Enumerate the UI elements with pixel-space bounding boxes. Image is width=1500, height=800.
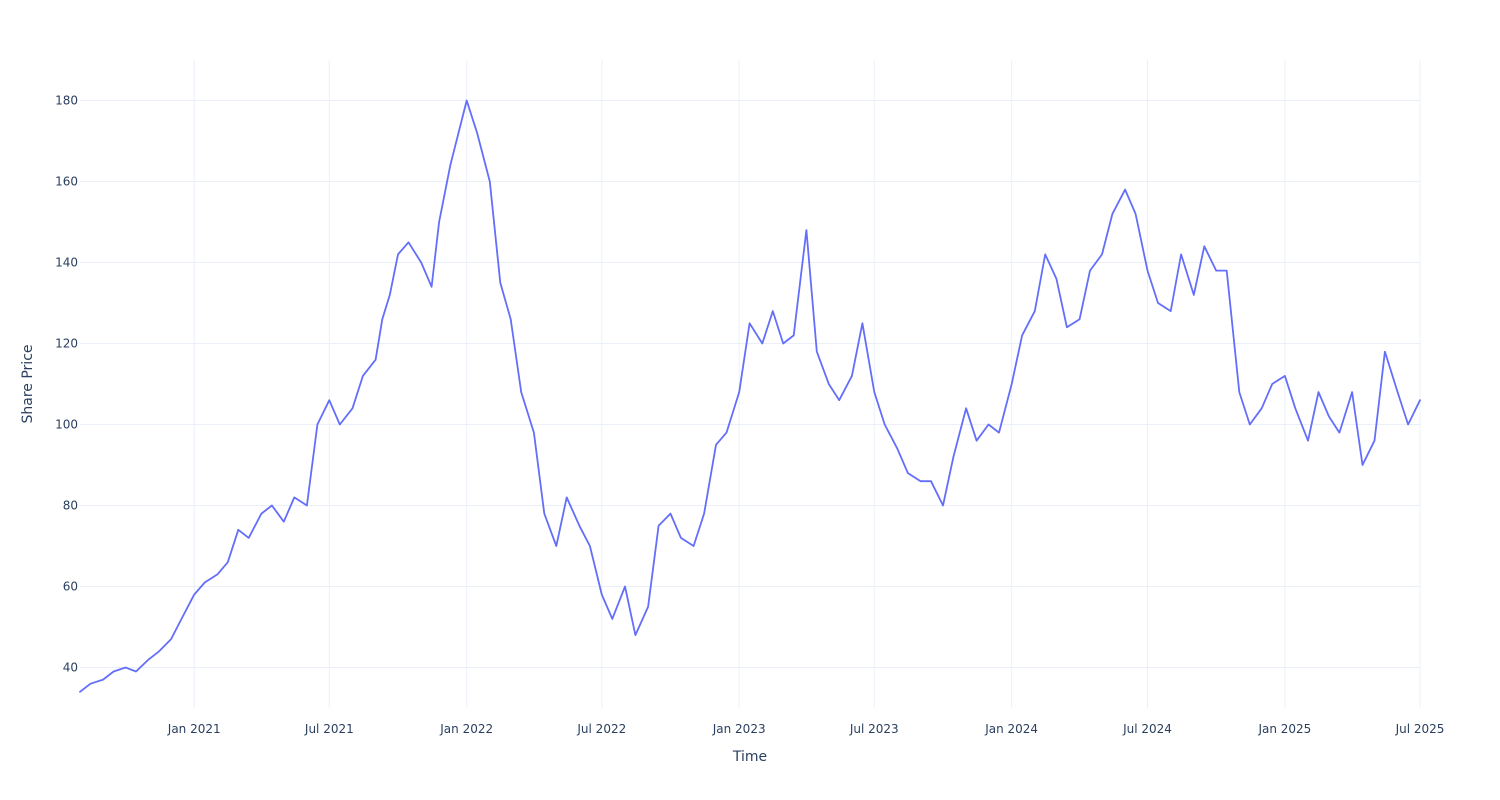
y-tick-label: 100	[55, 418, 78, 432]
tick-labels: 40 60 80 100 120 140 160 180 Jan 2021 Jul 2021 Jan…	[55, 94, 1444, 737]
y-tick-label: 160	[55, 175, 78, 189]
grid	[80, 60, 1421, 708]
x-axis-title: Time	[732, 749, 767, 765]
x-tick-label: Jan 2024	[984, 722, 1038, 736]
y-tick-label: 120	[55, 337, 78, 351]
y-tick-label: 40	[63, 661, 78, 675]
x-tick-label: Jan 2025	[1257, 722, 1311, 736]
y-tick-label: 180	[55, 94, 78, 108]
x-tick-label: Jul 2023	[849, 722, 899, 736]
y-axis-title: Share Price	[20, 344, 36, 423]
x-tick-label: Jul 2021	[304, 722, 354, 736]
x-tick-label: Jul 2025	[1395, 722, 1445, 736]
y-tick-label: 60	[63, 580, 78, 594]
x-tick-label: Jan 2022	[439, 722, 493, 736]
y-tick-label: 140	[55, 256, 78, 270]
y-tick-label: 80	[63, 499, 78, 513]
x-tick-label: Jul 2022	[576, 722, 626, 736]
x-tick-label: Jan 2023	[712, 722, 766, 736]
share-price-series-line	[79, 99, 1421, 693]
x-tick-label: Jan 2021	[167, 722, 221, 736]
x-tick-label: Jul 2024	[1122, 722, 1172, 736]
